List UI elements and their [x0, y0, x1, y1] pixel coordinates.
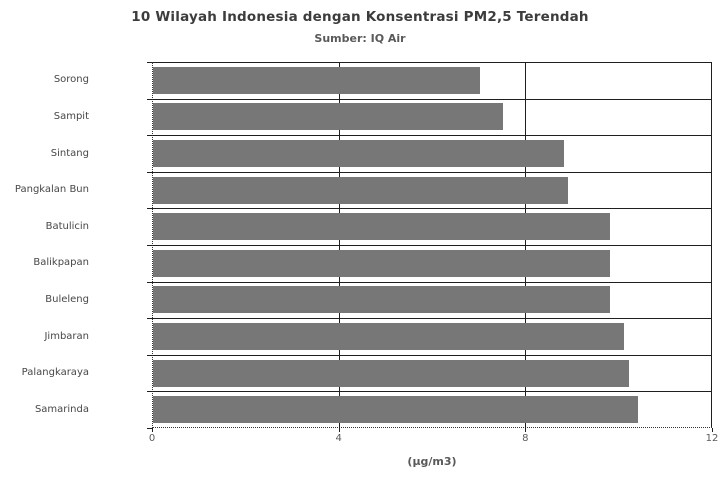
h-gridline: [152, 171, 712, 173]
x-tick-label-8: 8: [522, 433, 529, 444]
y-tick: [147, 354, 152, 356]
plot-border-top: [152, 62, 712, 63]
h-gridline: [152, 318, 712, 320]
y-label-samarinda: Samarinda: [34, 403, 89, 415]
y-label-sintang: Sintang: [50, 147, 89, 159]
h-gridline: [152, 135, 712, 137]
y-tick: [147, 208, 152, 210]
h-gridline: [152, 208, 712, 210]
chart-subtitle: Sumber: IQ Air: [314, 32, 406, 45]
plot-area: [147, 62, 713, 432]
x-tick-label-12: 12: [705, 433, 719, 444]
h-gridline: [152, 245, 712, 246]
y-label-buleleng: Buleleng: [45, 293, 89, 305]
bar-sorong: [153, 66, 480, 94]
x-tick-label-4: 4: [335, 433, 342, 444]
y-tick: [147, 391, 152, 393]
bar-sintang: [153, 140, 564, 167]
bar-balikpapan: [153, 249, 611, 277]
y-label-palangkaraya: Palangkaraya: [21, 367, 89, 379]
y-tick: [147, 135, 152, 137]
x-tick-8: [525, 428, 527, 432]
x-tick-0: [152, 428, 153, 432]
y-tick: [147, 281, 152, 283]
x-tick-12: [712, 428, 713, 432]
y-tick: [147, 98, 152, 100]
y-label-jimbaran: Jimbaran: [44, 330, 89, 342]
y-label-sampit: Sampit: [53, 110, 89, 122]
h-gridline: [152, 391, 712, 393]
bar-buleleng: [153, 286, 611, 314]
bar-sampit: [153, 103, 503, 131]
y-label-pangkalan-bun: Pangkalan Bun: [14, 184, 89, 196]
bar-pangkalan-bun: [153, 176, 569, 204]
y-label-batulicin: Batulicin: [45, 220, 89, 232]
bar-jimbaran: [153, 323, 625, 350]
x-axis-label: (µg/m3): [407, 455, 457, 468]
h-gridline: [152, 98, 712, 100]
y-axis-labels: Sorong Sampit Sintang Pangkalan Bun Batulici…: [0, 62, 89, 428]
chart-title: 10 Wilayah Indonesia dengan Konsentrasi …: [131, 9, 589, 25]
y-tick: [147, 62, 152, 63]
h-gridline: [152, 281, 712, 283]
x-tick-label-0: 0: [148, 433, 156, 444]
y-tick: [147, 428, 152, 429]
bar-samarinda: [153, 396, 639, 424]
y-label-sorong: Sorong: [53, 74, 89, 86]
x-axis-line: [152, 427, 712, 428]
y-tick: [147, 245, 152, 246]
x-tick-4: [338, 428, 340, 432]
y-tick: [147, 318, 152, 320]
y-tick: [147, 171, 152, 173]
h-gridline: [152, 354, 712, 356]
x-axis-tick-labels: 0 4 8 12: [148, 433, 719, 447]
bar-palangkaraya: [153, 359, 629, 387]
bar-batulicin: [153, 213, 611, 241]
y-label-balikpapan: Balikpapan: [33, 257, 89, 269]
